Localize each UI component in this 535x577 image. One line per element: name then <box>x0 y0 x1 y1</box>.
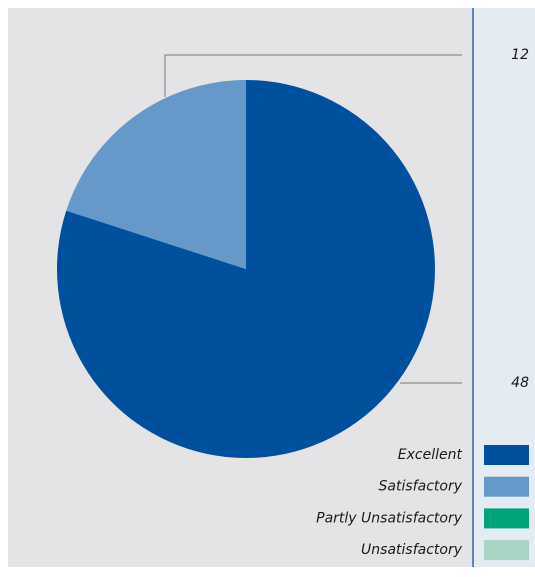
legend-swatch <box>484 476 529 497</box>
label-strip <box>473 8 535 567</box>
pie-slice <box>66 80 246 269</box>
legend-label: Excellent <box>398 447 463 463</box>
legend-swatch <box>484 540 529 561</box>
legend-label: Satisfactory <box>379 479 463 495</box>
legend-swatch <box>484 508 529 529</box>
legend-label: Partly Unsatisfactory <box>316 510 463 526</box>
legend-label: Unsatisfactory <box>361 542 463 558</box>
legend-swatch <box>484 445 529 465</box>
value-label: 12 <box>511 47 529 63</box>
value-label: 48 <box>511 375 529 391</box>
leader-line <box>164 54 462 97</box>
pie-slice <box>56 80 435 458</box>
